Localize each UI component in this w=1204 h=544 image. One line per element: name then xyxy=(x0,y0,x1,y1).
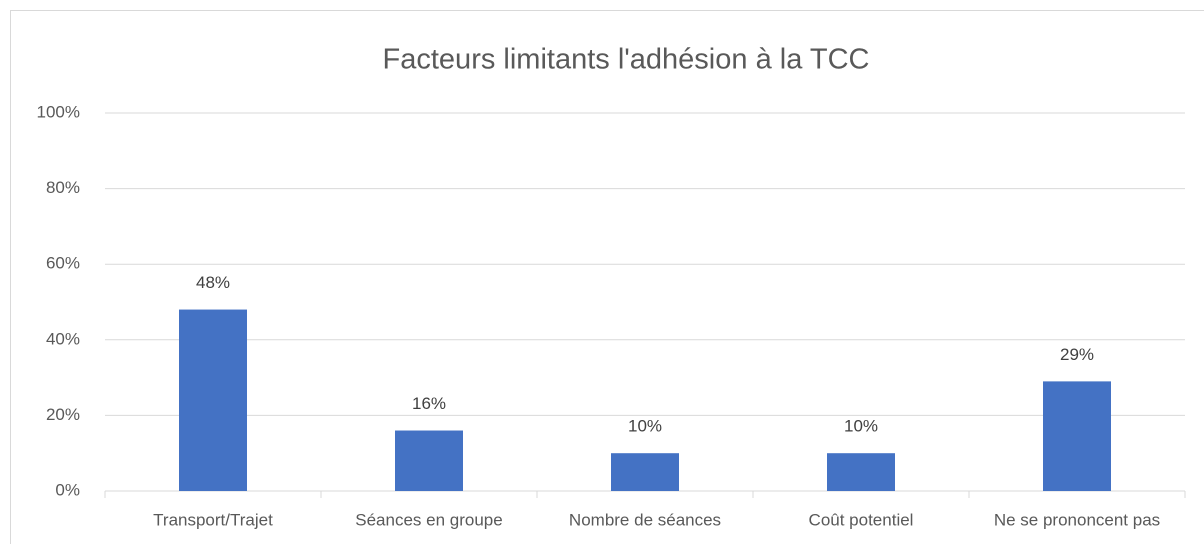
y-tick-label: 40% xyxy=(46,329,80,348)
x-tick-label: Coût potentiel xyxy=(809,510,914,529)
x-tick-label: Transport/Trajet xyxy=(153,510,273,529)
y-tick-label: 80% xyxy=(46,178,80,197)
bar xyxy=(395,430,463,491)
data-label: 10% xyxy=(844,417,878,436)
y-tick-label: 20% xyxy=(46,405,80,424)
data-label: 29% xyxy=(1060,345,1094,364)
data-label: 16% xyxy=(412,394,446,413)
chart-title: Facteurs limitants l'adhésion à la TCC xyxy=(383,44,870,76)
x-tick-label: Séances en groupe xyxy=(355,510,502,529)
bar xyxy=(1043,381,1111,491)
bar xyxy=(827,453,895,491)
bar xyxy=(611,453,679,491)
data-label: 48% xyxy=(196,273,230,292)
y-tick-label: 0% xyxy=(55,480,80,499)
data-label: 10% xyxy=(628,417,662,436)
x-tick-label: Ne se prononcent pas xyxy=(994,510,1160,529)
x-tick-label: Nombre de séances xyxy=(569,510,721,529)
bar xyxy=(179,309,247,491)
y-tick-label: 60% xyxy=(46,254,80,273)
y-tick-label: 100% xyxy=(37,102,80,121)
